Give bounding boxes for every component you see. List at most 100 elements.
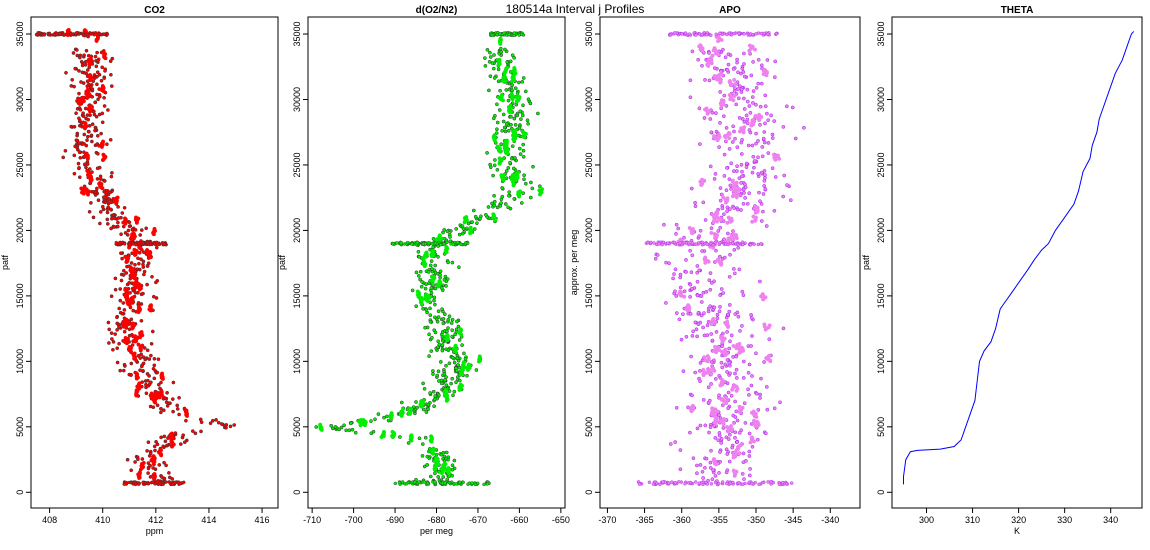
data-point bbox=[424, 410, 429, 414]
data-point bbox=[455, 319, 459, 324]
data-point bbox=[428, 306, 432, 311]
y-tick-label: 0 bbox=[15, 490, 25, 495]
data-point bbox=[71, 51, 76, 55]
data-point bbox=[720, 403, 725, 408]
data-point bbox=[730, 445, 735, 450]
data-point bbox=[688, 95, 693, 100]
data-point bbox=[722, 152, 727, 157]
data-point bbox=[159, 406, 163, 411]
data-point bbox=[714, 210, 719, 215]
y-tick-label: 20000 bbox=[292, 218, 302, 243]
data-point bbox=[79, 186, 84, 191]
data-point bbox=[719, 71, 724, 76]
data-point bbox=[720, 334, 725, 339]
data-point bbox=[689, 186, 694, 191]
data-point bbox=[107, 327, 112, 332]
data-point bbox=[95, 70, 100, 75]
data-point bbox=[674, 232, 678, 236]
level-run-point bbox=[697, 481, 702, 485]
data-point bbox=[474, 368, 479, 372]
data-point bbox=[85, 84, 90, 89]
data-point bbox=[199, 429, 203, 434]
level-run-point bbox=[668, 33, 673, 37]
level-run-point bbox=[445, 240, 449, 245]
level-run-point bbox=[741, 482, 745, 486]
data-point bbox=[470, 220, 475, 224]
data-point bbox=[98, 210, 103, 214]
data-point bbox=[747, 454, 752, 458]
data-point bbox=[333, 425, 338, 429]
data-point bbox=[450, 317, 455, 322]
level-run-point bbox=[680, 32, 684, 36]
x-tick-label: -365 bbox=[636, 515, 654, 525]
level-run-point bbox=[705, 482, 709, 486]
data-point bbox=[504, 169, 509, 173]
data-point bbox=[115, 224, 120, 229]
data-point bbox=[788, 198, 793, 203]
data-point bbox=[141, 265, 146, 269]
data-point bbox=[726, 62, 731, 67]
data-point bbox=[694, 327, 699, 332]
data-point bbox=[137, 381, 142, 386]
data-point bbox=[487, 59, 492, 64]
data-point bbox=[454, 327, 459, 332]
data-point bbox=[731, 344, 736, 349]
level-run-point bbox=[164, 480, 168, 484]
level-run-point bbox=[683, 482, 687, 486]
data-point bbox=[662, 222, 666, 227]
level-run-point bbox=[705, 33, 709, 37]
level-run-point bbox=[459, 242, 463, 247]
data-point bbox=[445, 333, 450, 338]
data-point bbox=[690, 334, 695, 338]
data-point bbox=[152, 472, 157, 477]
data-point bbox=[751, 409, 756, 414]
level-run-point bbox=[667, 481, 671, 485]
data-point bbox=[716, 257, 721, 262]
level-run-point bbox=[756, 31, 761, 35]
data-point bbox=[735, 440, 739, 444]
data-point bbox=[180, 435, 185, 440]
panel-apo: APO -370 -365 -360 -355 -350 -345 -340 0 5000 1000… bbox=[569, 5, 861, 525]
data-point bbox=[746, 143, 751, 148]
data-point bbox=[419, 399, 424, 404]
data-point bbox=[759, 170, 764, 175]
data-point bbox=[492, 53, 496, 57]
data-point bbox=[765, 58, 770, 62]
data-point bbox=[731, 267, 736, 271]
data-point bbox=[460, 367, 465, 372]
level-run-point bbox=[81, 33, 86, 37]
data-point bbox=[739, 140, 744, 145]
data-point bbox=[131, 308, 136, 313]
data-point bbox=[72, 171, 77, 176]
data-point bbox=[740, 117, 745, 121]
data-point bbox=[149, 341, 154, 346]
data-point bbox=[130, 227, 135, 232]
data-point bbox=[520, 113, 525, 118]
data-point bbox=[709, 130, 714, 135]
data-point bbox=[702, 355, 707, 360]
level-run-point bbox=[728, 481, 732, 485]
data-point bbox=[134, 371, 139, 376]
data-point bbox=[93, 125, 98, 130]
data-point bbox=[745, 99, 750, 104]
data-point bbox=[443, 378, 447, 382]
data-point bbox=[165, 443, 170, 448]
level-run-point bbox=[709, 482, 714, 486]
level-run-point bbox=[678, 241, 682, 245]
data-point bbox=[80, 95, 85, 100]
data-point bbox=[122, 362, 127, 367]
data-point bbox=[84, 143, 89, 148]
data-point bbox=[736, 87, 740, 92]
data-point bbox=[93, 54, 98, 59]
data-point bbox=[747, 43, 752, 48]
y-tick-label: 10000 bbox=[584, 349, 594, 374]
data-point bbox=[420, 442, 425, 446]
data-point bbox=[115, 321, 120, 326]
data-point bbox=[757, 190, 761, 195]
data-point bbox=[730, 140, 735, 144]
data-point bbox=[664, 301, 668, 305]
data-point bbox=[329, 423, 334, 428]
data-point bbox=[436, 315, 441, 319]
data-point bbox=[216, 420, 221, 425]
data-point bbox=[123, 254, 128, 259]
